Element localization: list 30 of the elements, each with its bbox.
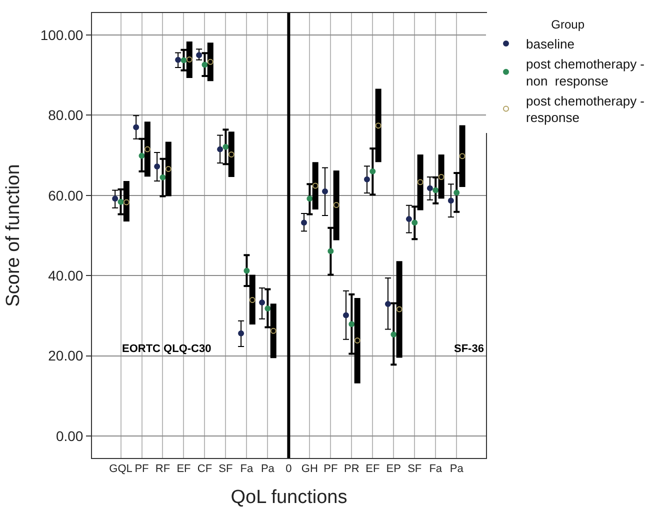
y-tick-label: 40.00	[48, 267, 84, 284]
x-tick-label: Fa	[240, 463, 254, 476]
x-tick-label: EF	[366, 463, 380, 476]
x-tick-label: EP	[386, 463, 401, 476]
x-tick-label: CF	[197, 463, 212, 476]
x-axis-title: QoL functions	[230, 487, 348, 508]
x-tick-label: GH	[301, 463, 318, 476]
x-tick-label: GQL	[109, 463, 132, 476]
legend-label: baseline	[526, 36, 574, 52]
y-tick-label: 60.00	[48, 187, 84, 204]
y-tick-label: 80.00	[48, 107, 84, 124]
x-tick-label: SF	[408, 463, 422, 476]
annotation: SF-36	[454, 343, 484, 355]
y-tick-label: 100.00	[40, 26, 84, 43]
x-tick-label: PR	[344, 463, 360, 476]
x-tick-label: Pa	[260, 463, 276, 476]
annotation: EORTC QLQ-C30	[122, 343, 212, 355]
legend-label: post chemotherapy - response	[526, 93, 645, 126]
x-tick-label: SF	[218, 463, 234, 476]
y-tick-label: 0.00	[56, 428, 84, 444]
y-tick-label: 20.00	[48, 348, 84, 364]
x-tick-label: Fa	[429, 463, 443, 476]
x-tick-label: 0	[286, 463, 292, 476]
x-tick-label: PF	[324, 463, 338, 476]
x-tick-label: PF	[134, 463, 150, 476]
x-tick-label: EF	[176, 463, 192, 476]
x-tick-label: Pa	[450, 463, 464, 476]
y-axis-title: Score of function	[3, 164, 24, 307]
legend-title: Group	[551, 18, 585, 32]
x-tick-label: RF	[155, 463, 170, 476]
